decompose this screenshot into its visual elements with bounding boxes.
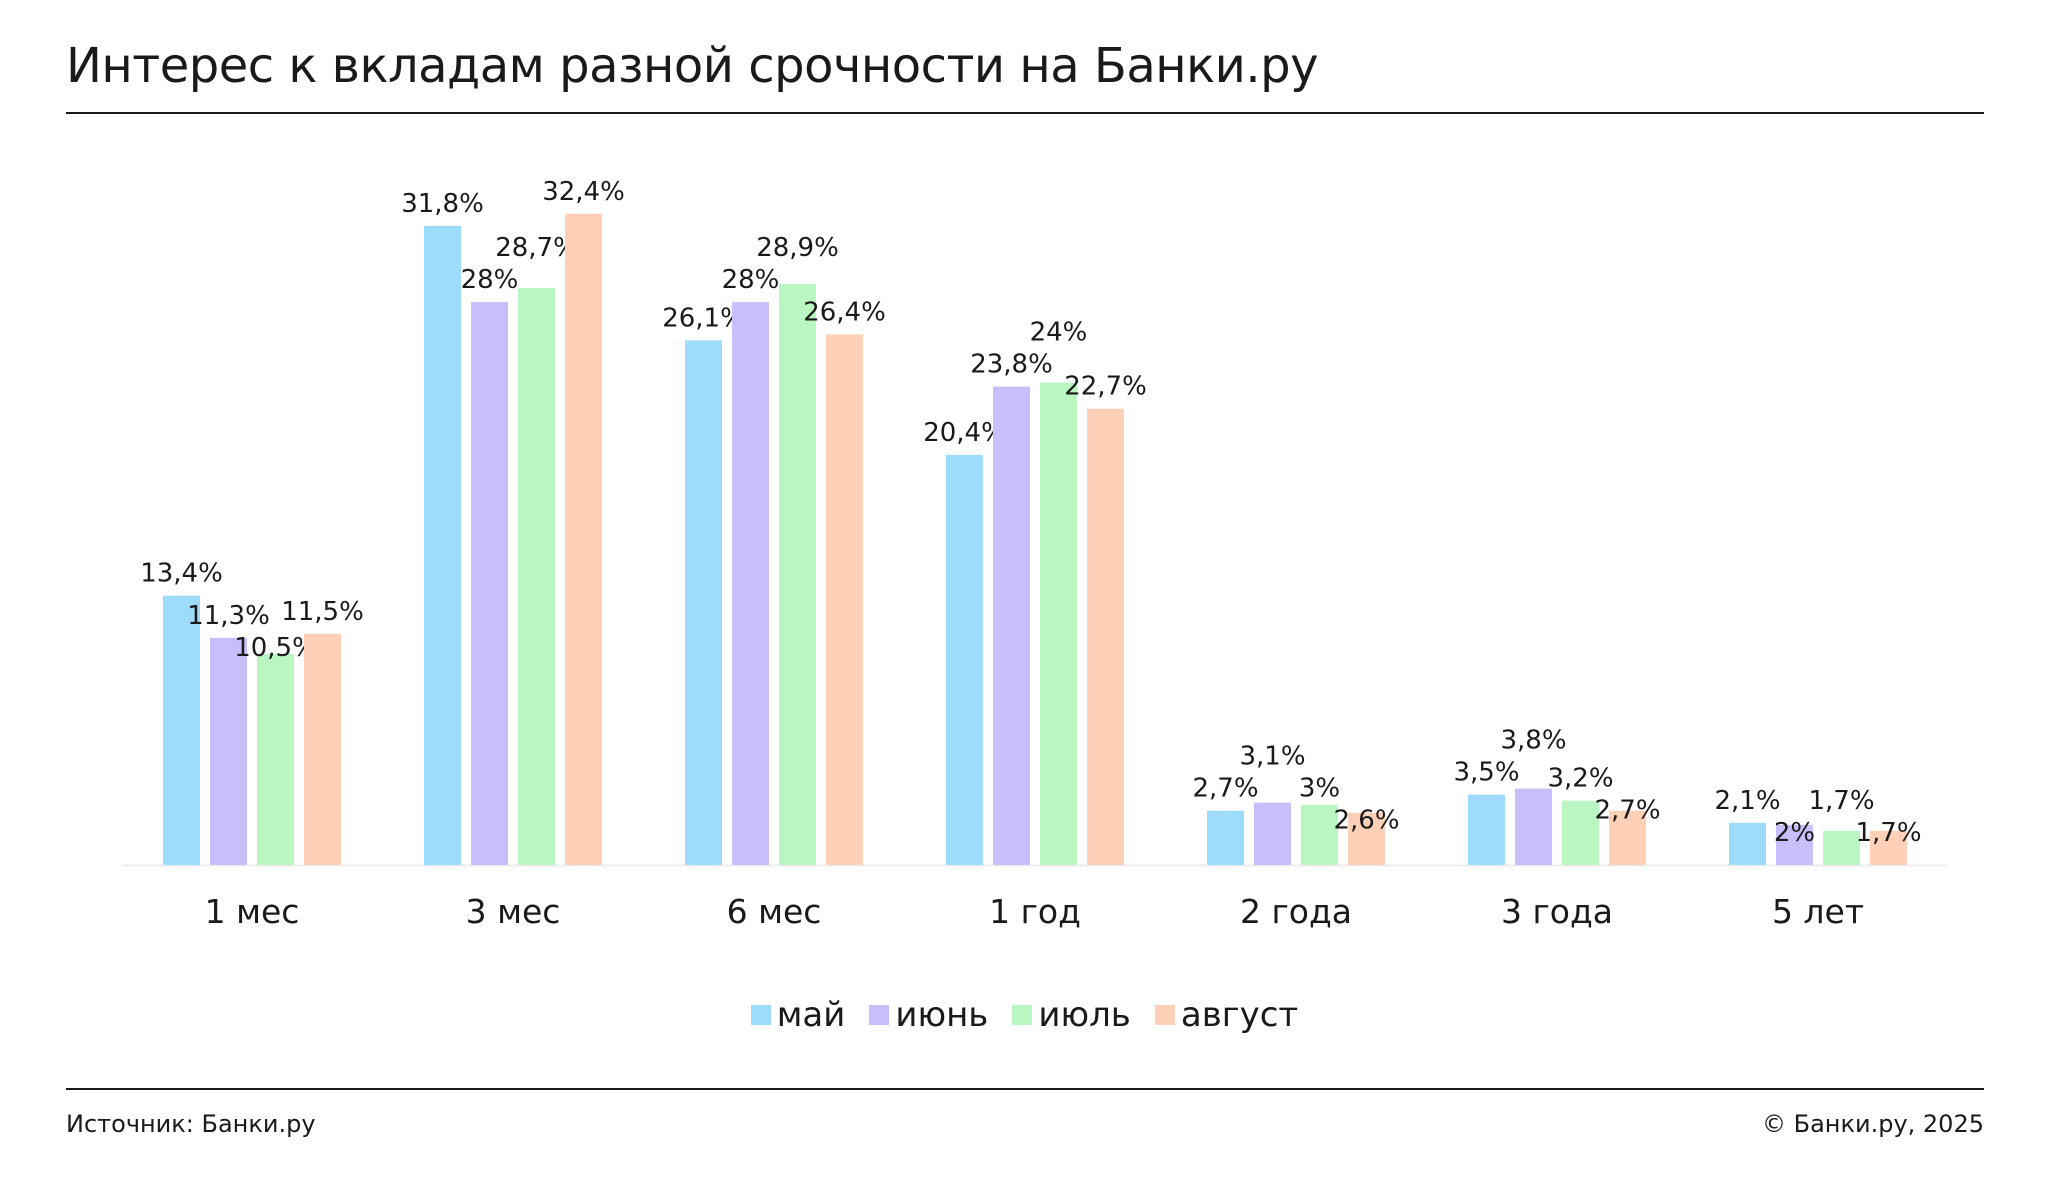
legend-swatch [869,1005,890,1025]
bar-июль-1 [257,653,294,865]
bar-июль-3 [779,284,816,865]
bar-июнь-2 [471,302,508,865]
bar-июнь-4 [993,386,1030,865]
bar-август-6 [1609,810,1646,865]
data-label: 32,4% [542,177,625,207]
bar-август-3 [826,334,863,865]
legend-item-июль: июль [1012,995,1131,1035]
legend-label: июль [1038,995,1131,1035]
data-label: 2,7% [1192,774,1258,804]
bar-август-2 [565,213,602,865]
data-label: 3,2% [1547,764,1613,794]
x-tick-label: 5 лет [1772,892,1864,931]
data-label: 24% [1030,318,1088,348]
x-tick-label: 3 мес [466,892,561,931]
data-label: 22,7% [1064,372,1147,402]
data-label: 11,5% [281,597,364,627]
footer-divider [66,1088,1984,1090]
legend-label: май [776,995,846,1035]
source-note: Источник: Банки.ру [66,1110,316,1138]
bar-июль-6 [1562,800,1599,865]
data-label: 20,4% [923,418,1006,448]
data-label: 23,8% [970,350,1053,380]
data-label: 10,5% [234,633,317,663]
bar-май-7 [1729,822,1766,865]
bar-май-2 [424,225,461,865]
data-label: 3,5% [1453,758,1519,788]
data-label: 28,7% [495,233,578,263]
bar-июль-2 [518,288,555,865]
data-label: 11,3% [187,601,270,631]
chart-legend: май июнь июль август [0,995,2049,1035]
legend-label: август [1180,995,1299,1035]
legend-swatch [1154,1005,1175,1025]
data-label: 3% [1299,774,1340,804]
bar-май-5 [1207,810,1244,865]
data-label: 2,7% [1594,796,1660,826]
legend-swatch [750,1005,771,1025]
legend-swatch [1012,1005,1033,1025]
data-label: 1,7% [1808,786,1874,816]
data-label: 1,7% [1855,818,1921,848]
data-label: 28% [722,265,780,295]
data-label: 26,1% [662,303,745,333]
bar-май-6 [1468,794,1505,865]
x-tick-label: 2 года [1240,892,1352,931]
x-tick-label: 3 года [1501,892,1613,931]
bar-май-4 [946,454,983,865]
bar-август-4 [1087,408,1124,865]
chart-title: Интерес к вкладам разной срочности на Ба… [66,38,1318,94]
legend-item-май: май [750,995,846,1035]
title-divider [66,112,1984,114]
bar-май-1 [163,595,200,865]
bar-июль-5 [1301,804,1338,865]
legend-label: июнь [895,995,989,1035]
data-label: 28% [461,265,519,295]
data-label: 2% [1774,818,1815,848]
x-tick-label: 6 мес [727,892,822,931]
legend-item-август: август [1154,995,1299,1035]
bar-август-5 [1348,812,1385,865]
data-label: 2,1% [1714,786,1780,816]
bar-июнь-7 [1776,824,1813,865]
bar-июнь-5 [1254,802,1291,865]
bar-chart: 13,4%11,3%10,5%11,5%1 мес31,8%28%28,7%32… [122,177,1948,931]
bar-июль-4 [1040,382,1077,865]
bar-август-7 [1870,830,1907,865]
bar-июнь-3 [732,302,769,865]
bar-июль-7 [1823,830,1860,865]
bar-май-3 [685,340,722,865]
bar-июнь-6 [1515,788,1552,865]
data-label: 2,6% [1333,806,1399,836]
x-tick-label: 1 мес [205,892,300,931]
data-label: 3,1% [1239,742,1305,772]
legend-item-июнь: июнь [869,995,988,1035]
data-label: 26,4% [803,297,886,327]
data-label: 13,4% [140,559,223,589]
copyright-note: © Банки.ру, 2025 [1762,1110,1984,1138]
data-label: 3,8% [1500,726,1566,756]
bar-июнь-1 [210,637,247,865]
x-tick-label: 1 год [989,892,1081,931]
data-label: 28,9% [756,233,839,263]
data-label: 31,8% [401,189,484,219]
bar-август-1 [304,633,341,865]
